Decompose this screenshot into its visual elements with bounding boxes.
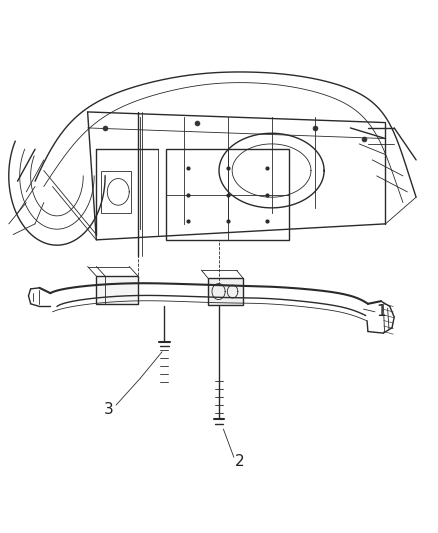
Text: 1: 1 — [376, 304, 386, 319]
Text: 2: 2 — [235, 454, 245, 469]
Text: 3: 3 — [104, 402, 113, 417]
Bar — [101, 171, 131, 213]
Bar — [208, 278, 243, 305]
Bar — [166, 149, 289, 240]
Bar — [96, 276, 138, 304]
